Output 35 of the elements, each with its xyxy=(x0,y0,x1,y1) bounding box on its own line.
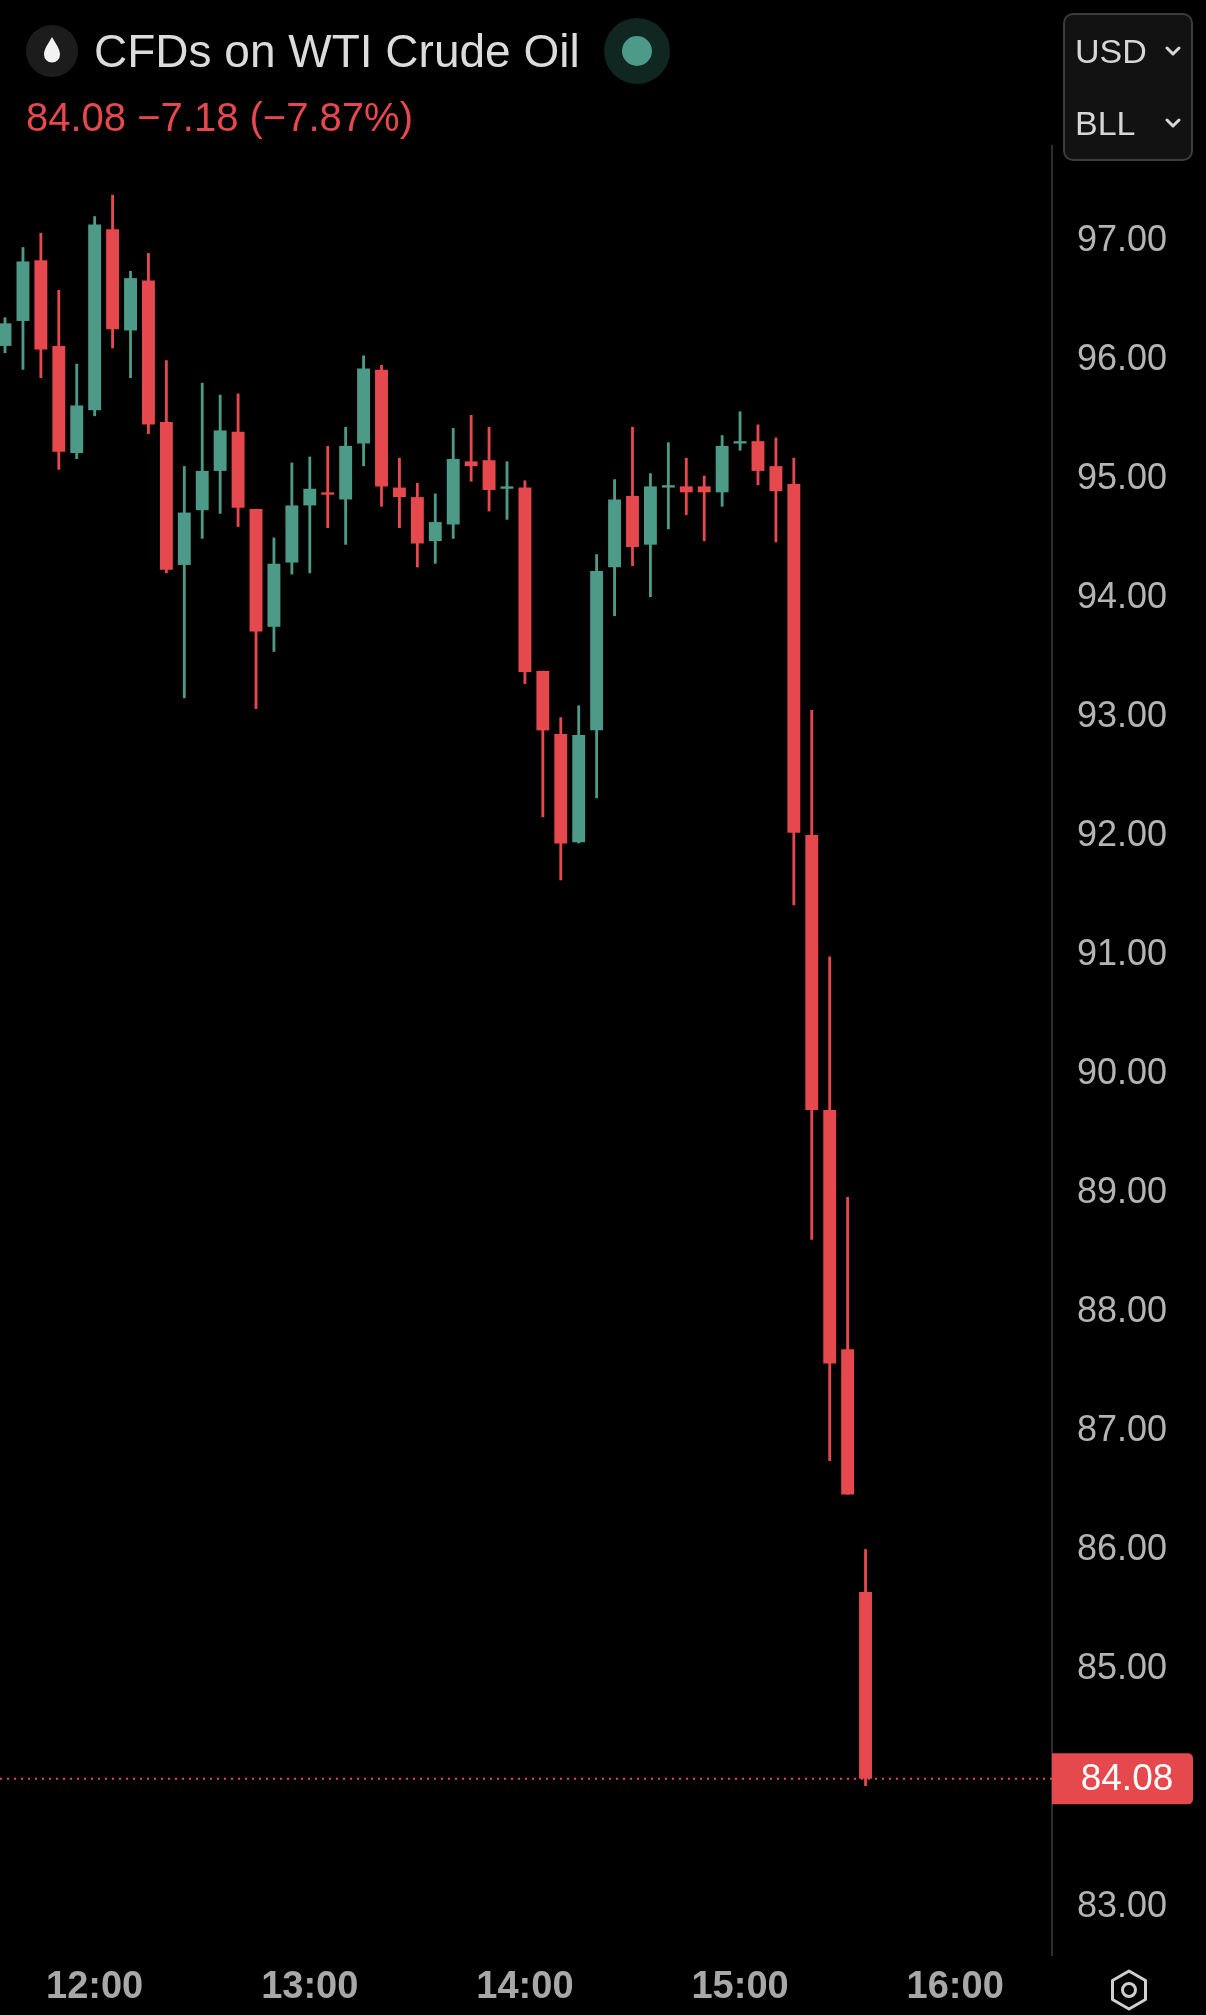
y-tick-label: 89.00 xyxy=(1077,1170,1168,1212)
y-tick-label: 93.00 xyxy=(1077,694,1168,736)
candlestick xyxy=(733,409,747,453)
chart-subtitle: 84.08 −7.18 (−7.87%) xyxy=(26,94,413,141)
y-tick-label: 96.00 xyxy=(1077,337,1168,379)
x-tick-label: 14:00 xyxy=(476,1964,574,2007)
ref-line-label: 84.08 xyxy=(1080,1757,1174,1799)
chart-title: CFDs on WTI Crude Oil xyxy=(94,24,580,79)
y-tick-label: 85.00 xyxy=(1077,1646,1168,1688)
x-tick-label: 16:00 xyxy=(906,1964,1004,2007)
x-tick-label: 12:00 xyxy=(46,1964,144,2007)
candlestick xyxy=(428,492,442,566)
y-tick-label: 88.00 xyxy=(1077,1289,1168,1331)
candlestick xyxy=(303,455,317,575)
y-tick-label: 94.00 xyxy=(1077,575,1168,617)
candlestick xyxy=(464,413,478,484)
unit-select[interactable]: BLL xyxy=(1065,87,1191,159)
candlestick xyxy=(500,459,514,522)
y-tick-label: 91.00 xyxy=(1077,932,1168,974)
candlestick xyxy=(679,456,693,517)
currency-select[interactable]: USD xyxy=(1065,15,1191,87)
candlestick xyxy=(321,444,335,530)
candlestick xyxy=(0,315,12,355)
candlestick xyxy=(392,456,406,530)
candlestick xyxy=(697,474,711,543)
y-tick-label: 86.00 xyxy=(1077,1527,1168,1569)
x-tick-label: 13:00 xyxy=(261,1964,359,2007)
y-tick-label: 95.00 xyxy=(1077,456,1168,498)
y-tick-label: 87.00 xyxy=(1077,1408,1168,1450)
y-tick-label: 83.00 xyxy=(1077,1884,1168,1926)
y-tick-label: 92.00 xyxy=(1077,813,1168,855)
y-tick-label: 97.00 xyxy=(1077,218,1168,260)
x-tick-label: 15:00 xyxy=(691,1964,789,2007)
y-tick-label: 90.00 xyxy=(1077,1051,1168,1093)
candlestick xyxy=(661,440,675,531)
